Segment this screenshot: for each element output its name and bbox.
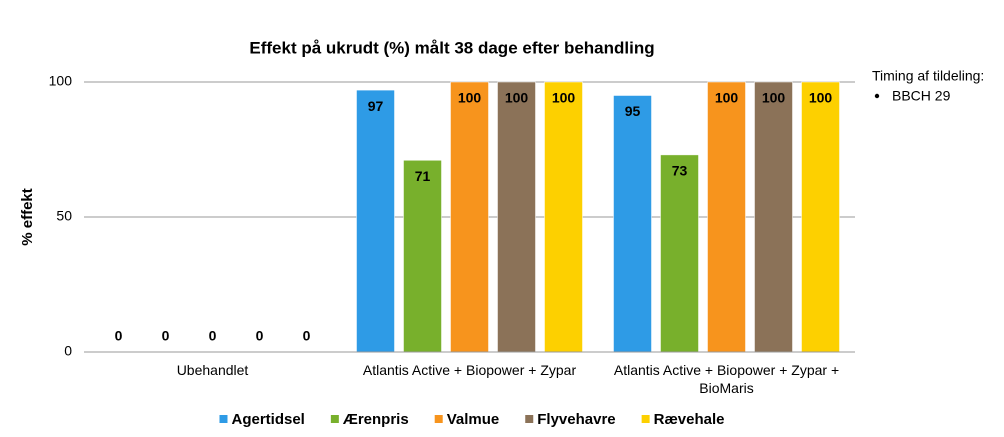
legend-marker <box>525 415 534 423</box>
legend-marker <box>641 415 650 423</box>
annotation-item: BBCH 29 <box>892 88 951 104</box>
y-tick-label: 0 <box>64 343 72 359</box>
data-label: 0 <box>115 328 123 344</box>
bar <box>707 81 746 353</box>
bar <box>450 81 489 353</box>
bar <box>660 154 699 353</box>
bar <box>356 89 395 353</box>
data-label: 100 <box>552 90 576 106</box>
data-label: 71 <box>415 168 431 184</box>
data-label: 0 <box>162 328 170 344</box>
x-tick-label: Atlantis Active + Biopower + Zypar <box>362 362 577 378</box>
data-label: 0 <box>256 328 264 344</box>
bar <box>403 160 442 353</box>
bar <box>497 81 536 353</box>
y-axis-label: % effekt <box>19 188 36 246</box>
data-label: 95 <box>625 103 641 119</box>
data-label: 97 <box>368 98 384 114</box>
data-label: 100 <box>762 90 786 106</box>
legend-label: Rævehale <box>654 411 725 428</box>
bar <box>801 81 840 353</box>
data-label: 73 <box>672 163 688 179</box>
bar <box>544 81 583 353</box>
annotation-title: Timing af tildeling: <box>872 68 984 84</box>
data-label: 100 <box>505 90 529 106</box>
data-label: 0 <box>303 328 311 344</box>
bar <box>613 95 652 353</box>
x-tick-label: Atlantis Active + Biopower + Zypar + Bio… <box>613 362 840 396</box>
chart-title: Effekt på ukrudt (%) målt 38 dage efter … <box>249 38 654 57</box>
legend-marker <box>330 415 339 423</box>
legend-label: Flyvehavre <box>537 411 615 428</box>
legend-marker <box>434 415 443 423</box>
data-label: 100 <box>715 90 739 106</box>
data-label: 100 <box>809 90 833 106</box>
x-tick-label: Ubehandlet <box>176 362 249 378</box>
legend-label: Agertidsel <box>231 411 304 428</box>
data-label: 0 <box>209 328 217 344</box>
legend-label: Ærenpris <box>343 411 409 428</box>
y-tick-label: 100 <box>49 73 73 89</box>
bullet <box>874 93 880 99</box>
data-label: 100 <box>458 90 482 106</box>
bar <box>754 81 793 353</box>
y-tick-label: 50 <box>56 208 72 224</box>
legend-marker <box>219 415 228 423</box>
legend-label: Valmue <box>447 411 500 428</box>
